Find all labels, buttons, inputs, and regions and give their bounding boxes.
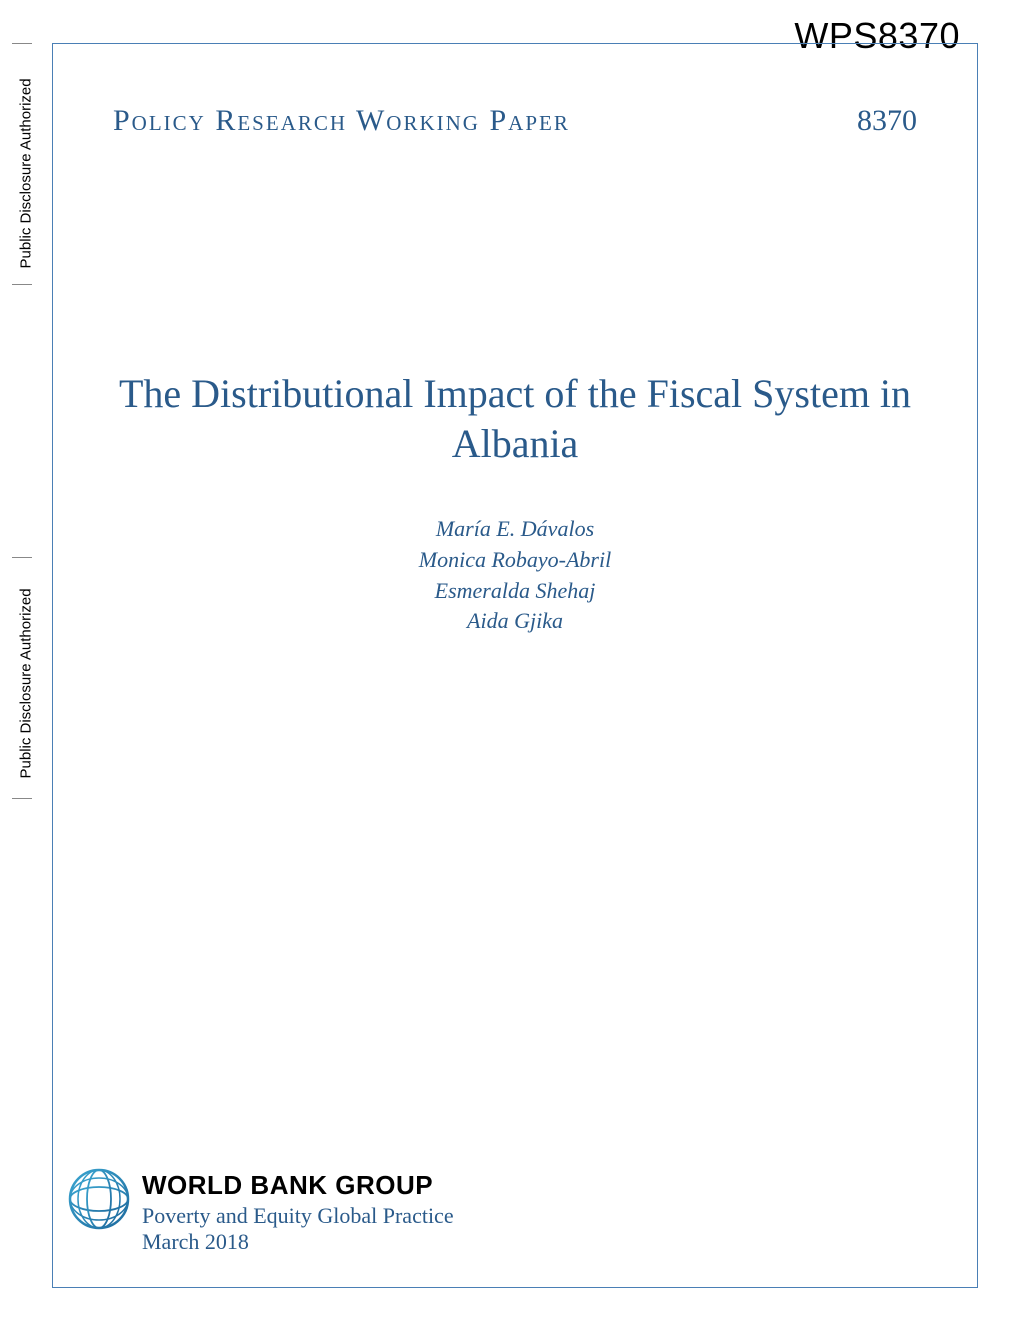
author-name: Aida Gjika	[113, 606, 917, 637]
author-name: Esmeralda Shehaj	[113, 576, 917, 607]
main-content-frame: Policy Research Working Paper 8370 The D…	[52, 43, 978, 1288]
series-number: 8370	[857, 104, 917, 138]
series-header: Policy Research Working Paper 8370	[113, 104, 917, 138]
practice-name: Poverty and Equity Global Practice	[142, 1203, 454, 1229]
publication-date: March 2018	[142, 1229, 454, 1255]
author-name: María E. Dávalos	[113, 514, 917, 545]
organization-name: WORLD BANK GROUP	[142, 1170, 454, 1201]
footer-section: WORLD BANK GROUP Poverty and Equity Glob…	[68, 1168, 454, 1255]
footer-text-block: WORLD BANK GROUP Poverty and Equity Glob…	[142, 1168, 454, 1255]
series-title: Policy Research Working Paper	[113, 104, 570, 138]
world-bank-globe-icon	[68, 1168, 130, 1230]
author-name: Monica Robayo-Abril	[113, 545, 917, 576]
paper-title: The Distributional Impact of the Fiscal …	[113, 369, 917, 469]
authors-list: María E. Dávalos Monica Robayo-Abril Esm…	[113, 514, 917, 637]
disclosure-label-top: Public Disclosure Authorized	[18, 78, 35, 268]
disclosure-label-bottom: Public Disclosure Authorized	[18, 588, 35, 778]
